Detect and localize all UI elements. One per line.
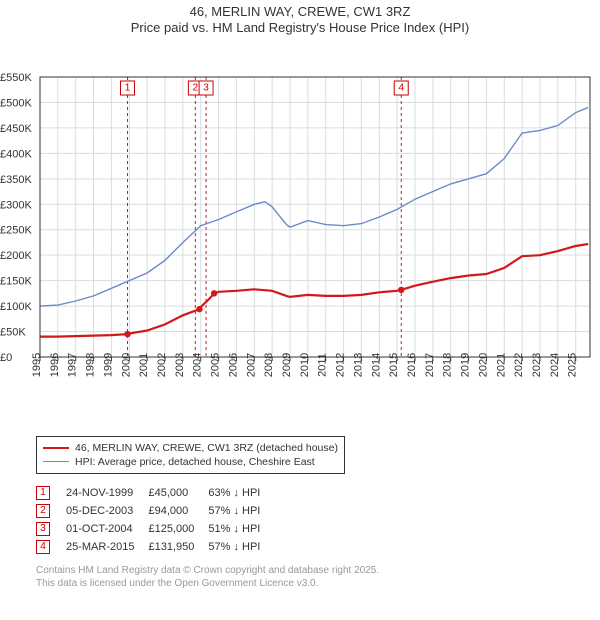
x-tick-label: 2017 xyxy=(424,352,436,376)
event-index-box: 3 xyxy=(36,522,50,536)
y-tick-label: £450K xyxy=(0,122,32,134)
legend-label: HPI: Average price, detached house, Ches… xyxy=(75,455,315,469)
x-tick-label: 2024 xyxy=(549,352,561,376)
x-tick-label: 2009 xyxy=(281,352,293,376)
event-index-box: 2 xyxy=(36,504,50,518)
x-tick-label: 1998 xyxy=(85,352,97,376)
x-tick-label: 2010 xyxy=(299,352,311,376)
x-tick-label: 2022 xyxy=(513,352,525,376)
y-tick-label: £50K xyxy=(0,326,26,338)
y-tick-label: £400K xyxy=(0,148,32,160)
sale-point xyxy=(211,290,217,296)
event-date: 05-DEC-2003 xyxy=(66,502,148,520)
sale-point xyxy=(124,330,130,336)
x-tick-label: 2005 xyxy=(210,352,222,376)
y-tick-label: £100K xyxy=(0,301,32,313)
event-price: £45,000 xyxy=(148,484,208,502)
legend-row: 46, MERLIN WAY, CREWE, CW1 3RZ (detached… xyxy=(43,441,338,455)
legend-swatch xyxy=(43,447,69,449)
x-tick-label: 2018 xyxy=(442,352,454,376)
x-tick-label: 1995 xyxy=(31,352,43,376)
legend-row: HPI: Average price, detached house, Ches… xyxy=(43,455,338,469)
footer-line2: This data is licensed under the Open Gov… xyxy=(36,577,600,590)
title-line1: 46, MERLIN WAY, CREWE, CW1 3RZ xyxy=(0,4,600,20)
x-tick-label: 2019 xyxy=(460,352,472,376)
event-price: £94,000 xyxy=(148,502,208,520)
event-row: 2 05-DEC-2003£94,00057% ↓ HPI xyxy=(36,502,274,520)
event-delta: 63% ↓ HPI xyxy=(208,484,274,502)
event-price: £131,950 xyxy=(148,538,208,556)
x-tick-label: 2007 xyxy=(245,352,257,376)
y-tick-label: £350K xyxy=(0,173,32,185)
x-tick-label: 2012 xyxy=(335,352,347,376)
x-tick-label: 2004 xyxy=(192,352,204,376)
event-marker-number: 1 xyxy=(125,82,131,93)
x-tick-label: 1996 xyxy=(49,352,61,376)
x-tick-label: 2001 xyxy=(138,352,150,376)
x-tick-label: 2023 xyxy=(531,352,543,376)
event-delta: 51% ↓ HPI xyxy=(208,520,274,538)
event-marker-number: 4 xyxy=(398,82,404,93)
sale-point xyxy=(196,305,202,311)
event-delta: 57% ↓ HPI xyxy=(208,502,274,520)
x-tick-label: 2020 xyxy=(477,352,489,376)
y-tick-label: £250K xyxy=(0,224,32,236)
event-index-box: 1 xyxy=(36,486,50,500)
footer: Contains HM Land Registry data © Crown c… xyxy=(36,564,600,590)
x-tick-label: 2021 xyxy=(495,352,507,376)
event-marker-number: 3 xyxy=(203,82,209,93)
chart-svg: £0 £50K £100K £150K £200K £250K £300K £350K £400… xyxy=(0,37,600,432)
event-row: 3 01-OCT-2004£125,00051% ↓ HPI xyxy=(36,520,274,538)
legend: 46, MERLIN WAY, CREWE, CW1 3RZ (detached… xyxy=(36,436,345,474)
x-tick-label: 2003 xyxy=(174,352,186,376)
event-row: 4 25-MAR-2015£131,95057% ↓ HPI xyxy=(36,538,274,556)
x-tick-label: 2014 xyxy=(370,352,382,376)
event-price: £125,000 xyxy=(148,520,208,538)
x-tick-label: 2025 xyxy=(567,352,579,376)
events-table: 1 24-NOV-1999£45,00063% ↓ HPI 2 05-DEC-2003… xyxy=(36,484,600,556)
y-tick-label: £550K xyxy=(0,72,32,84)
sale-point xyxy=(398,286,404,292)
event-delta: 57% ↓ HPI xyxy=(208,538,274,556)
y-tick-label: £200K xyxy=(0,250,32,262)
x-tick-label: 2013 xyxy=(352,352,364,376)
x-tick-label: 2006 xyxy=(227,352,239,376)
x-tick-label: 2015 xyxy=(388,352,400,376)
y-tick-label: £0 xyxy=(0,352,12,364)
event-index-box: 4 xyxy=(36,540,50,554)
event-date: 24-NOV-1999 xyxy=(66,484,148,502)
event-row: 1 24-NOV-1999£45,00063% ↓ HPI xyxy=(36,484,274,502)
y-tick-label: £300K xyxy=(0,199,32,211)
y-tick-label: £150K xyxy=(0,275,32,287)
legend-swatch xyxy=(43,461,69,462)
title-line2: Price paid vs. HM Land Registry's House … xyxy=(0,20,600,36)
y-tick-label: £500K xyxy=(0,97,32,109)
x-tick-label: 2002 xyxy=(156,352,168,376)
x-tick-label: 2016 xyxy=(406,352,418,376)
chart-area: £0 £50K £100K £150K £200K £250K £300K £350K £400… xyxy=(0,37,600,432)
x-tick-label: 2000 xyxy=(120,352,132,376)
event-marker-number: 2 xyxy=(193,82,199,93)
event-date: 25-MAR-2015 xyxy=(66,538,148,556)
footer-line1: Contains HM Land Registry data © Crown c… xyxy=(36,564,600,577)
x-tick-label: 1999 xyxy=(102,352,114,376)
x-tick-label: 2008 xyxy=(263,352,275,376)
x-tick-label: 1997 xyxy=(67,352,79,376)
event-date: 01-OCT-2004 xyxy=(66,520,148,538)
chart-title: 46, MERLIN WAY, CREWE, CW1 3RZ Price pai… xyxy=(0,0,600,37)
legend-label: 46, MERLIN WAY, CREWE, CW1 3RZ (detached… xyxy=(75,441,338,455)
